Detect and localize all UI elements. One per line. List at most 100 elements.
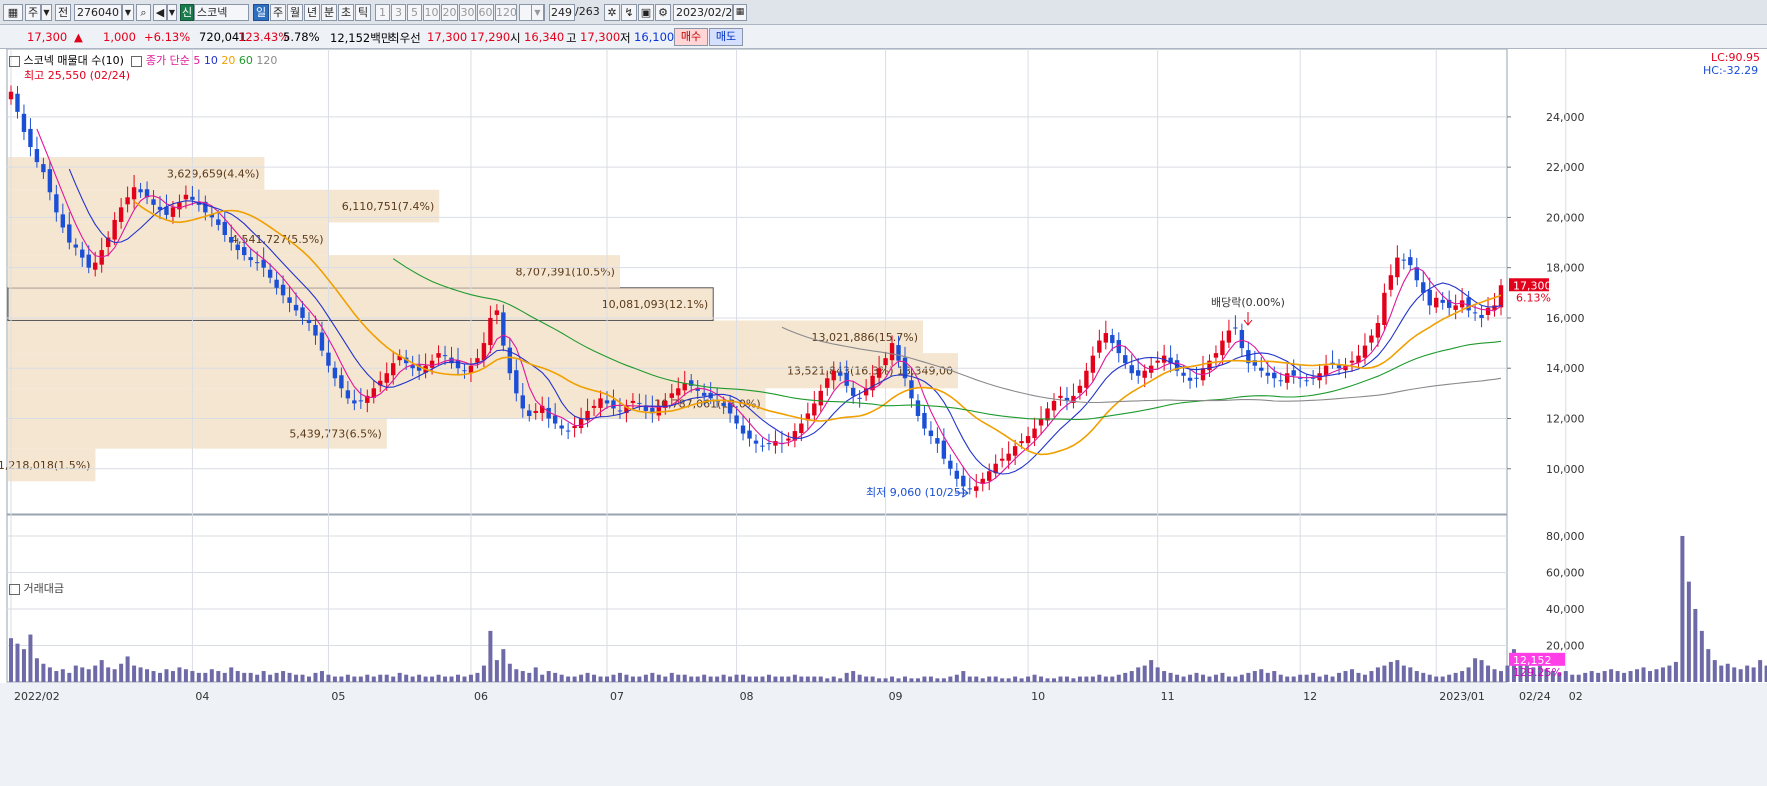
minute-option-5[interactable]: 5 <box>407 4 422 21</box>
candle-body <box>131 187 137 200</box>
volume-bar <box>1602 671 1607 682</box>
volume-bar <box>229 667 234 682</box>
volume-bar <box>1680 535 1685 682</box>
volume-bar <box>682 674 687 682</box>
grid-icon[interactable]: ▦ <box>3 4 23 21</box>
sell-button[interactable]: 매도 <box>709 28 743 46</box>
candle-body <box>365 395 370 403</box>
candle-body <box>501 312 506 346</box>
candle-body <box>507 347 513 374</box>
volume-bar <box>488 630 493 682</box>
legend-box-icon[interactable] <box>131 55 143 67</box>
minute-option-60[interactable]: 60 <box>477 4 494 21</box>
x-axis-label: 06 <box>474 690 488 703</box>
tab-minute[interactable]: 분 <box>321 4 337 21</box>
chevron-down-icon[interactable]: ▼ <box>41 4 52 21</box>
volume-bar <box>1123 672 1128 682</box>
ma10-line <box>68 168 1502 475</box>
volume-bar <box>1103 676 1108 682</box>
legend-box-icon[interactable] <box>9 583 20 595</box>
minute-option-120[interactable]: 120 <box>495 4 517 21</box>
candle-body <box>540 405 545 413</box>
volume-bar <box>1252 671 1257 682</box>
candle-body <box>617 410 623 412</box>
volume-bar <box>494 660 499 682</box>
volume-bar <box>1220 672 1225 682</box>
candle-body <box>1103 333 1109 343</box>
hc-label: HC:-32.29 <box>1703 64 1759 77</box>
volume-bar <box>1375 667 1380 682</box>
buy-button[interactable]: 매수 <box>674 28 708 46</box>
tab-week[interactable]: 주 <box>270 4 286 21</box>
volume-bar <box>151 671 156 682</box>
stock-name-field[interactable]: 스코넥 <box>194 4 249 21</box>
candle-body <box>1220 340 1225 356</box>
candle-body <box>170 207 176 217</box>
prev-button[interactable]: 전 <box>55 4 71 21</box>
candle-body <box>1427 289 1432 306</box>
volume-bar <box>1758 660 1763 682</box>
interval-dropdown-icon[interactable]: ▼ <box>531 4 544 21</box>
sparkle-icon[interactable]: ✲ <box>604 4 620 21</box>
minute-option-30[interactable]: 30 <box>459 4 476 21</box>
price-change: 1,000 <box>103 30 136 44</box>
minute-option-1[interactable]: 1 <box>375 4 390 21</box>
candle-body <box>1421 282 1426 293</box>
minute-option-20[interactable]: 20 <box>441 4 458 21</box>
trend-icon[interactable]: ↯ <box>621 4 637 21</box>
candle-body <box>682 383 687 391</box>
code-input[interactable]: 276040 <box>74 4 122 21</box>
minute-option-10[interactable]: 10 <box>423 4 440 21</box>
tab-month[interactable]: 월 <box>287 4 303 21</box>
gear-icon[interactable]: ⚙ <box>655 4 671 21</box>
volume-bar <box>1576 674 1581 682</box>
date-input[interactable]: 2023/02/24 <box>673 4 739 21</box>
candle-body <box>306 319 312 323</box>
volume-bar <box>864 676 869 682</box>
volume-profile-label: 스코넥 매물대 수(10) <box>23 54 124 67</box>
code-dropdown-icon[interactable]: ▼ <box>122 4 134 21</box>
count-input[interactable]: 249 <box>549 4 575 21</box>
last-price-pct: 6.13% <box>1516 291 1551 304</box>
volume-bar <box>449 676 454 682</box>
candle-body <box>1453 305 1458 310</box>
tab-second[interactable]: 초 <box>338 4 354 21</box>
x-axis-label: 2022/02 <box>14 690 60 703</box>
candle-body <box>248 257 253 261</box>
volume-bar <box>86 669 91 682</box>
volume-bar <box>896 678 901 682</box>
speaker-dropdown-icon[interactable]: ▼ <box>167 4 177 21</box>
stock-chart[interactable]: 1,218,018(1.5%) 5,439,773(6.5%) 10,787,061… <box>0 49 1767 786</box>
candle-body <box>254 262 260 264</box>
volume-bar <box>1434 676 1439 682</box>
period-select[interactable]: 주 <box>25 4 41 21</box>
candle-body <box>1446 299 1452 308</box>
candle-body <box>604 400 610 404</box>
volume-bar <box>274 672 279 682</box>
minute-option-3[interactable]: 3 <box>391 4 406 21</box>
volume-bar <box>1706 649 1711 682</box>
candle-body <box>1233 327 1238 329</box>
volume-bar <box>1699 630 1704 682</box>
best-bid: 17,290 <box>470 30 511 44</box>
tab-day[interactable]: 일 <box>253 4 269 21</box>
count-total: /263 <box>575 5 600 18</box>
tab-year[interactable]: 년 <box>304 4 320 21</box>
volume-profile-bar <box>8 320 924 354</box>
candle-body <box>1362 345 1368 358</box>
volume-bar <box>941 678 946 682</box>
legend-box-icon[interactable] <box>9 55 20 67</box>
volume-bar <box>1071 678 1076 682</box>
quote-bar: 17,300 ▲ 1,000 +6.13% 720,041 123.43% 5.… <box>0 25 1767 49</box>
candle-body <box>47 169 53 193</box>
volume-bar <box>805 676 810 682</box>
save-icon[interactable]: ▣ <box>638 4 654 21</box>
calendar-icon[interactable]: ▦ <box>733 4 747 21</box>
candle-body <box>378 380 383 386</box>
candle-body <box>1071 395 1076 403</box>
speaker-icon[interactable]: ◀ <box>153 4 167 21</box>
volume-bar <box>669 672 674 682</box>
tab-tick[interactable]: 틱 <box>355 4 371 21</box>
volume-bar <box>1492 669 1497 682</box>
search-icon[interactable]: ⌕ <box>136 4 151 21</box>
